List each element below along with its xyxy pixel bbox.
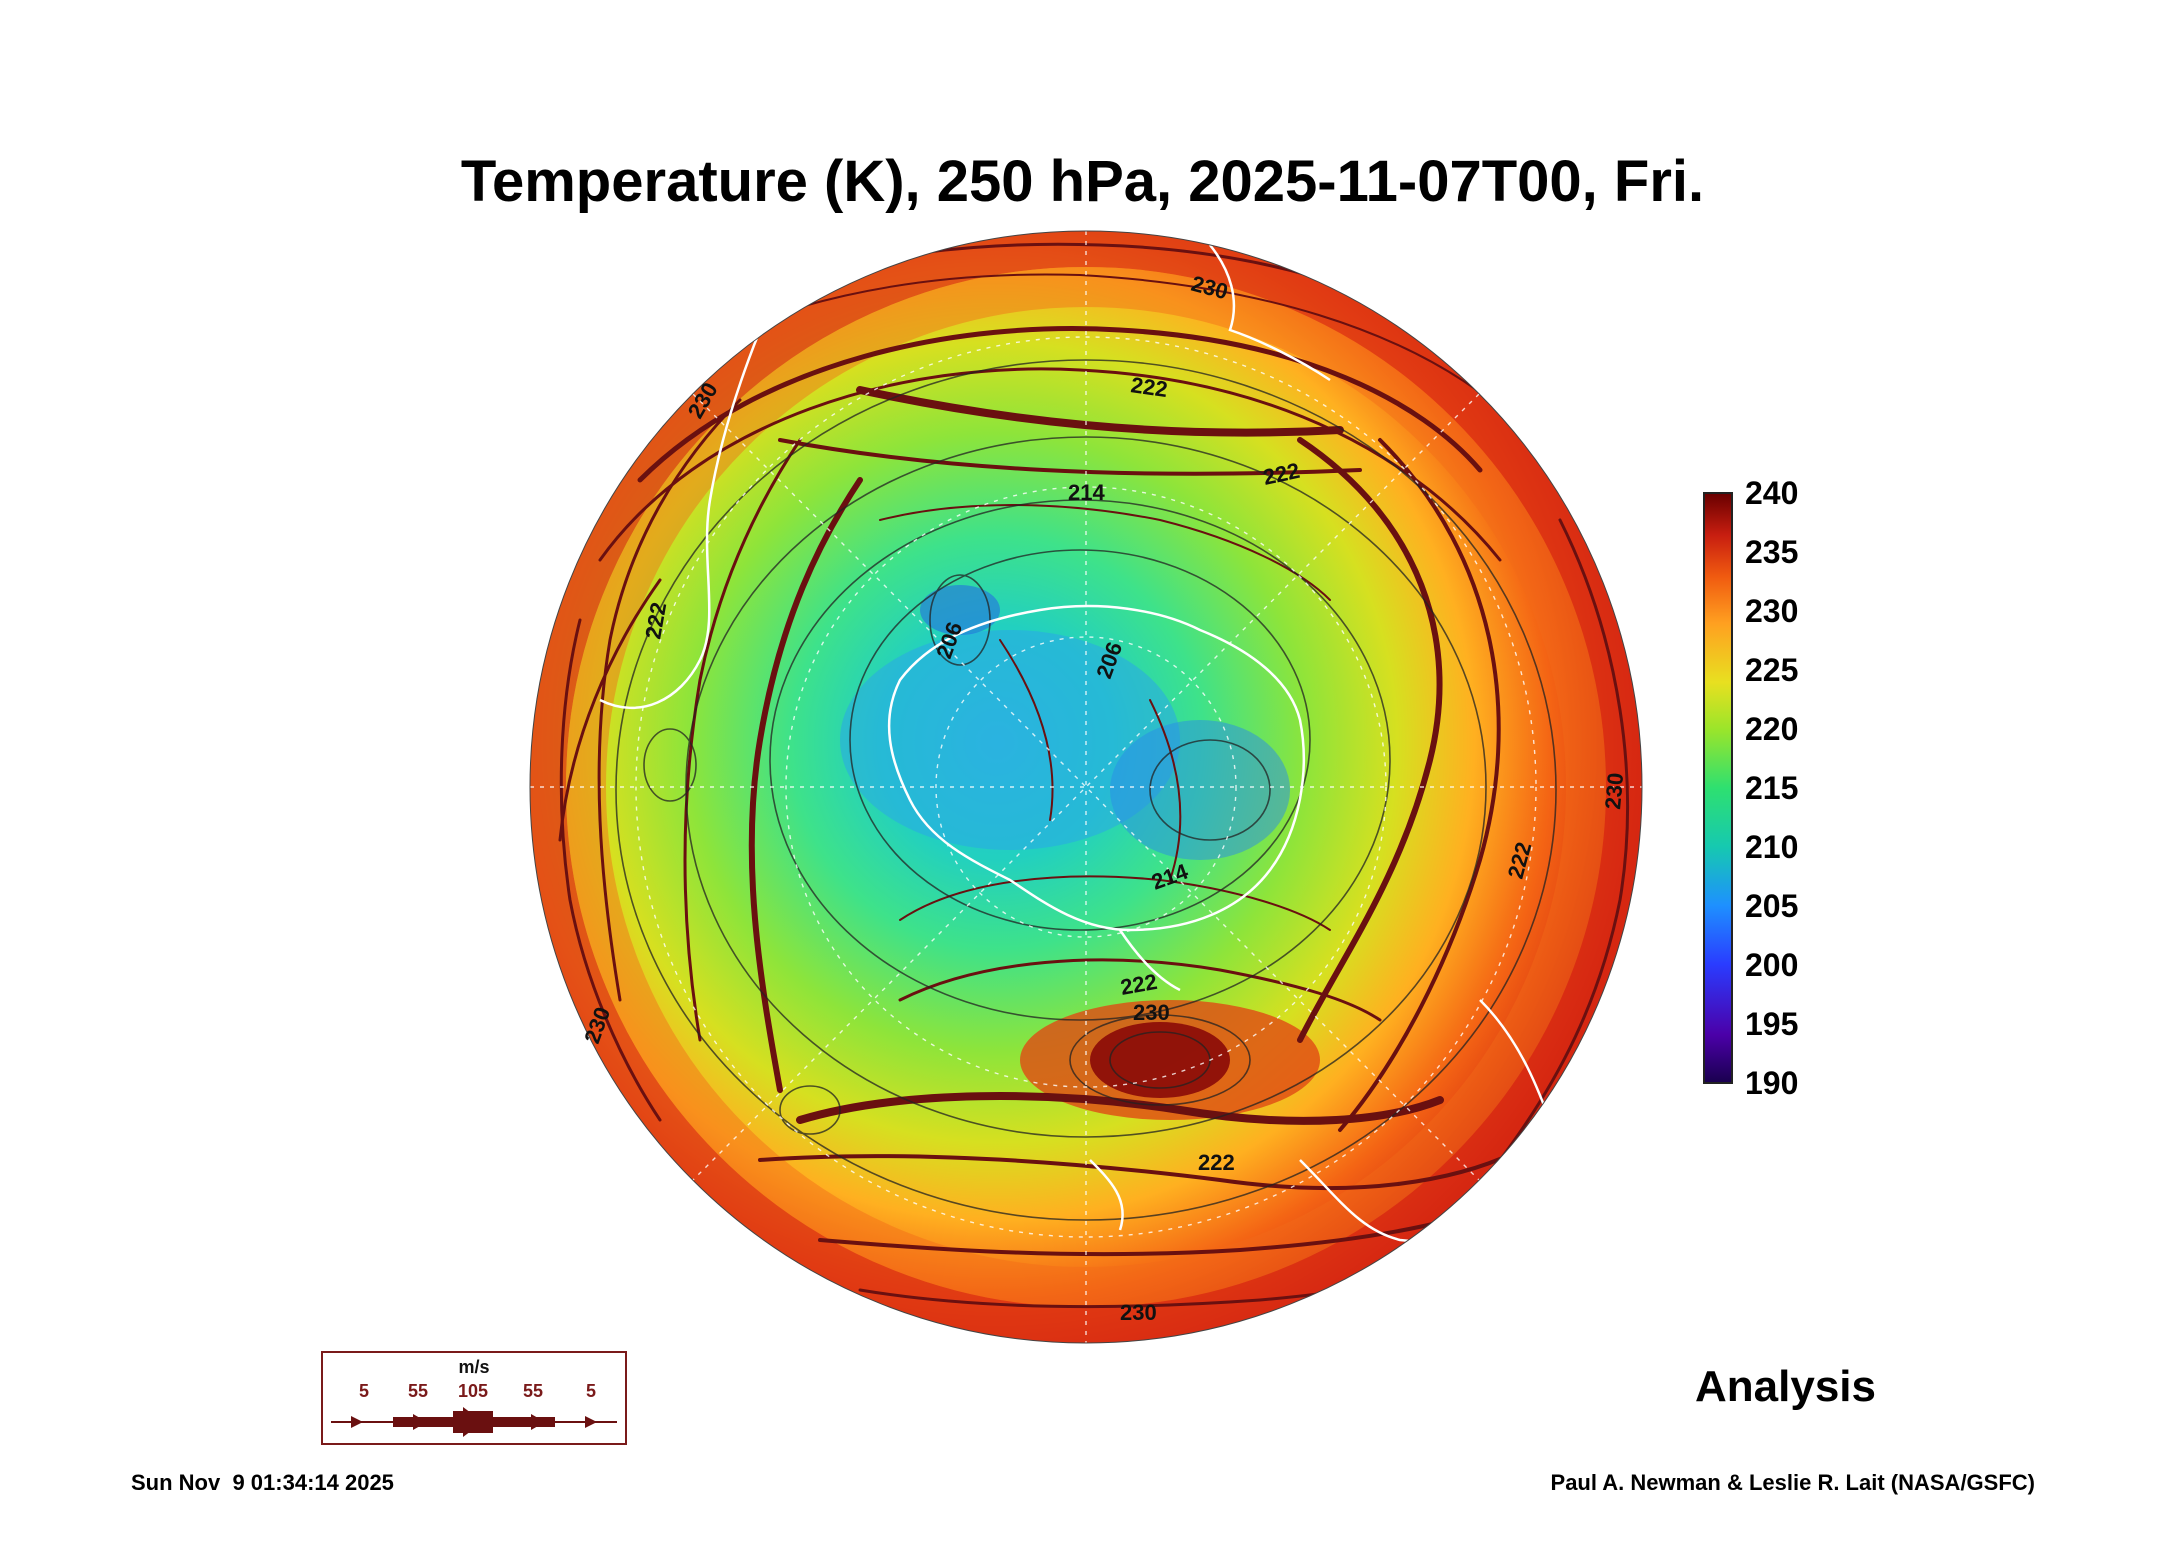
product-label: Analysis: [1695, 1362, 1876, 1411]
graticule: [530, 231, 1642, 1343]
wind-speed-arrow: [331, 1407, 617, 1437]
colorbar-tick-label: 195: [1745, 1006, 1799, 1042]
contour-label: 230: [1120, 1300, 1157, 1325]
wind-streamlines: [558, 242, 1629, 1309]
colorbar-tick-label: 210: [1745, 829, 1799, 865]
globe-outline: [529, 230, 1643, 1344]
colorbar-tick-label: 215: [1745, 770, 1799, 806]
contour-label: 214: [1068, 480, 1105, 505]
wind-speed-label: 5: [358, 1381, 369, 1401]
credit-line: Paul A. Newman & Leslie R. Lait (NASA/GS…: [1550, 1470, 2035, 1495]
colorbar-tick-label: 225: [1745, 652, 1799, 688]
temperature-contours: [615, 359, 1557, 1221]
colorbar-tick-label: 200: [1745, 947, 1799, 983]
colorbar-tick-label: 220: [1745, 711, 1799, 747]
colorbar-tick-label: 230: [1745, 593, 1799, 629]
colorbar: [1703, 492, 1733, 1084]
wind-speed-label: 5: [585, 1381, 596, 1401]
contour-label: 222: [1198, 1150, 1235, 1175]
wind-speed-legend: m/s 5 55 105 55 5: [321, 1351, 627, 1445]
wind-speed-label: 55: [407, 1381, 429, 1401]
wind-speed-label: 105: [457, 1381, 489, 1401]
wind-unit-label: m/s: [458, 1357, 490, 1377]
contour-label: 230: [1133, 1000, 1170, 1025]
contour-label: 230: [1600, 772, 1628, 811]
generation-timestamp: Sun Nov 9 01:34:14 2025: [131, 1470, 394, 1495]
colorbar-tick-label: 240: [1745, 475, 1799, 511]
chart-title: Temperature (K), 250 hPa, 2025-11-07T00,…: [460, 149, 1705, 214]
colorbar-tick-label: 190: [1745, 1065, 1799, 1101]
contour-label: 222: [1129, 372, 1169, 402]
coastlines: [599, 244, 1562, 1243]
colorbar-tick-label: 235: [1745, 534, 1799, 570]
colorbar-tick-label: 205: [1745, 888, 1799, 924]
wind-speed-label: 55: [522, 1381, 544, 1401]
